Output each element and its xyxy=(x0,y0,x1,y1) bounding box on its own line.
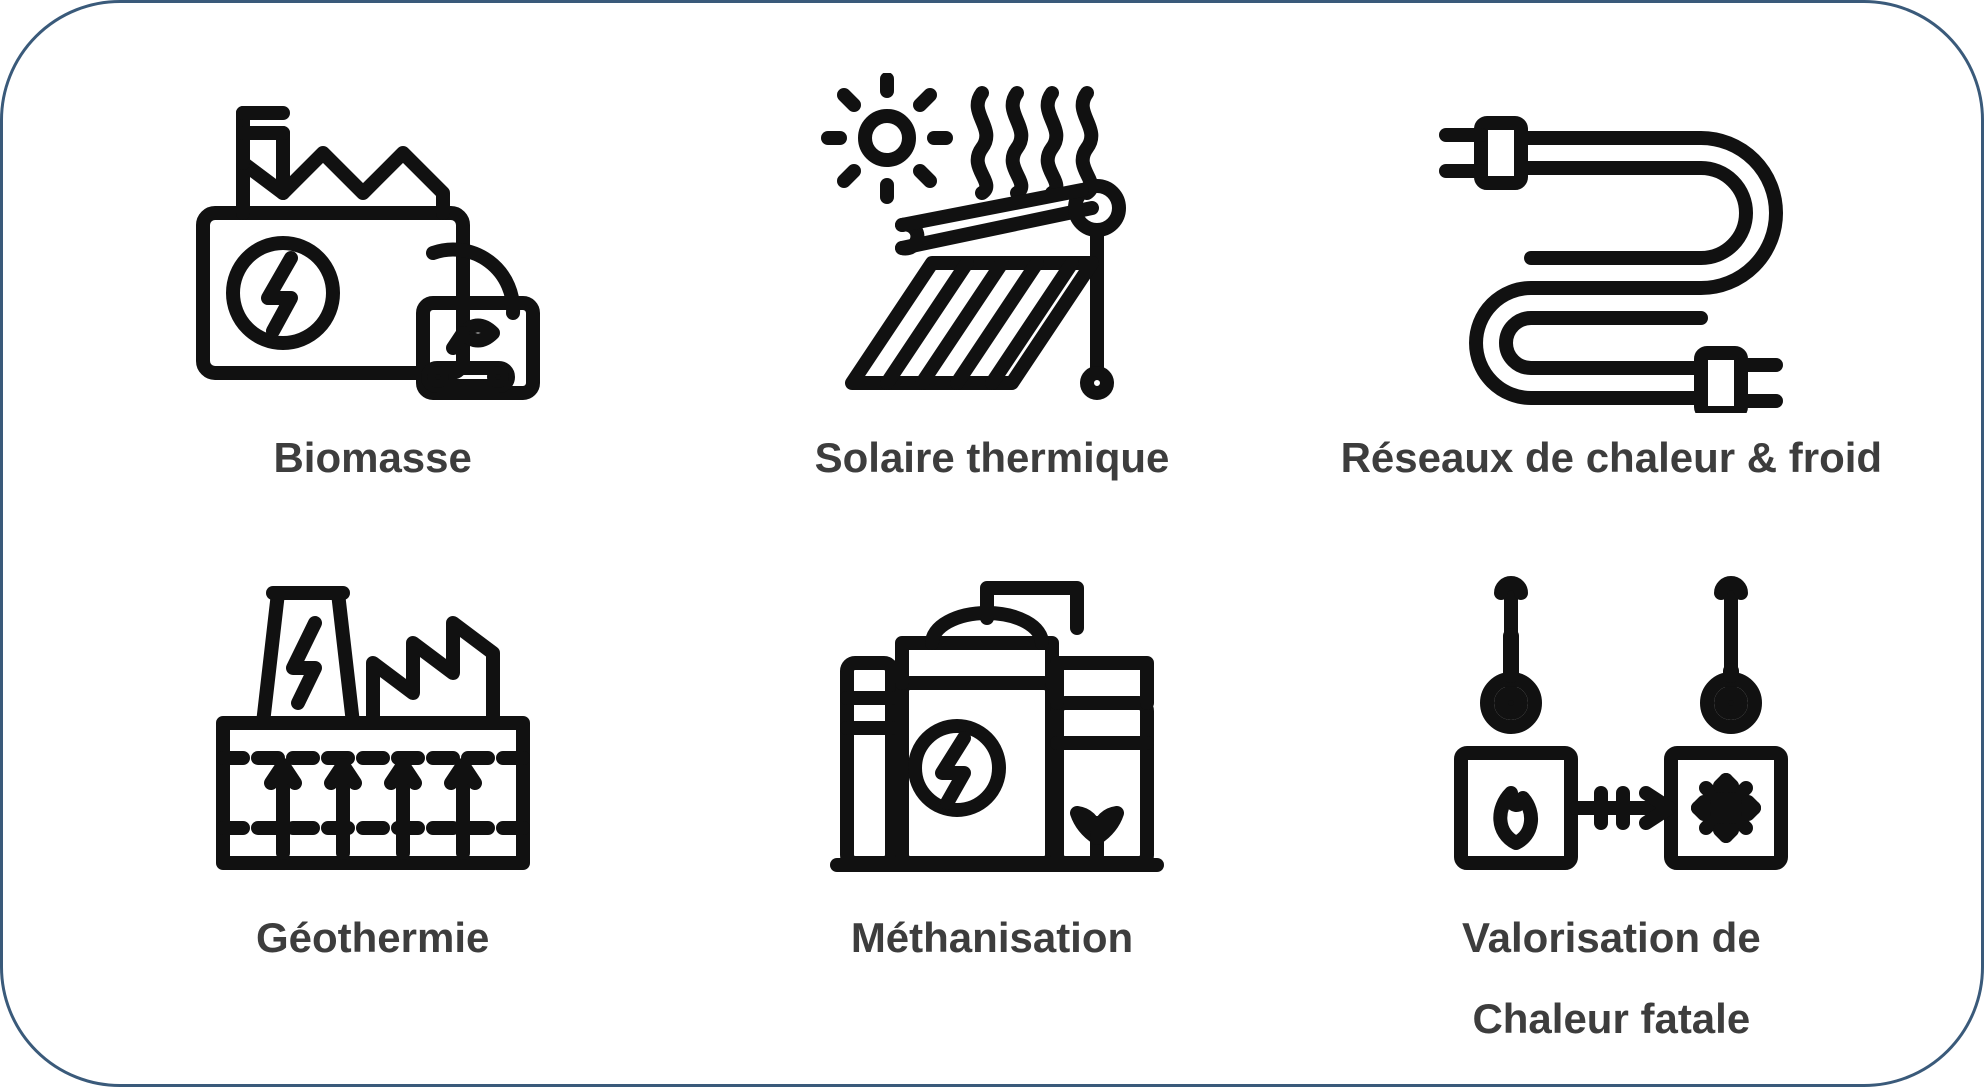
cell-methanisation: Méthanisation xyxy=(702,543,1281,1044)
cell-geothermie: Géothermie xyxy=(83,543,662,1044)
cell-biomasse: Biomasse xyxy=(83,63,662,523)
geothermal-icon xyxy=(173,543,573,903)
label-valorisation-2: Chaleur fatale xyxy=(1472,994,1750,1044)
energy-categories-panel: Biomasse xyxy=(0,0,1984,1087)
methanization-icon xyxy=(792,543,1192,903)
label-methanisation: Méthanisation xyxy=(851,913,1133,963)
label-reseaux: Réseaux de chaleur & froid xyxy=(1341,433,1883,483)
label-solaire: Solaire thermique xyxy=(815,433,1170,483)
heat-network-icon xyxy=(1401,63,1821,423)
biomass-icon xyxy=(173,63,573,423)
label-valorisation: Valorisation de xyxy=(1462,913,1761,963)
waste-heat-icon xyxy=(1401,543,1821,903)
label-geothermie: Géothermie xyxy=(256,913,489,963)
solar-thermal-icon xyxy=(792,63,1192,423)
label-biomasse: Biomasse xyxy=(273,433,471,483)
cell-reseaux: Réseaux de chaleur & froid xyxy=(1322,63,1901,523)
cell-valorisation: Valorisation de Chaleur fatale xyxy=(1322,543,1901,1044)
cell-solaire: Solaire thermique xyxy=(702,63,1281,523)
